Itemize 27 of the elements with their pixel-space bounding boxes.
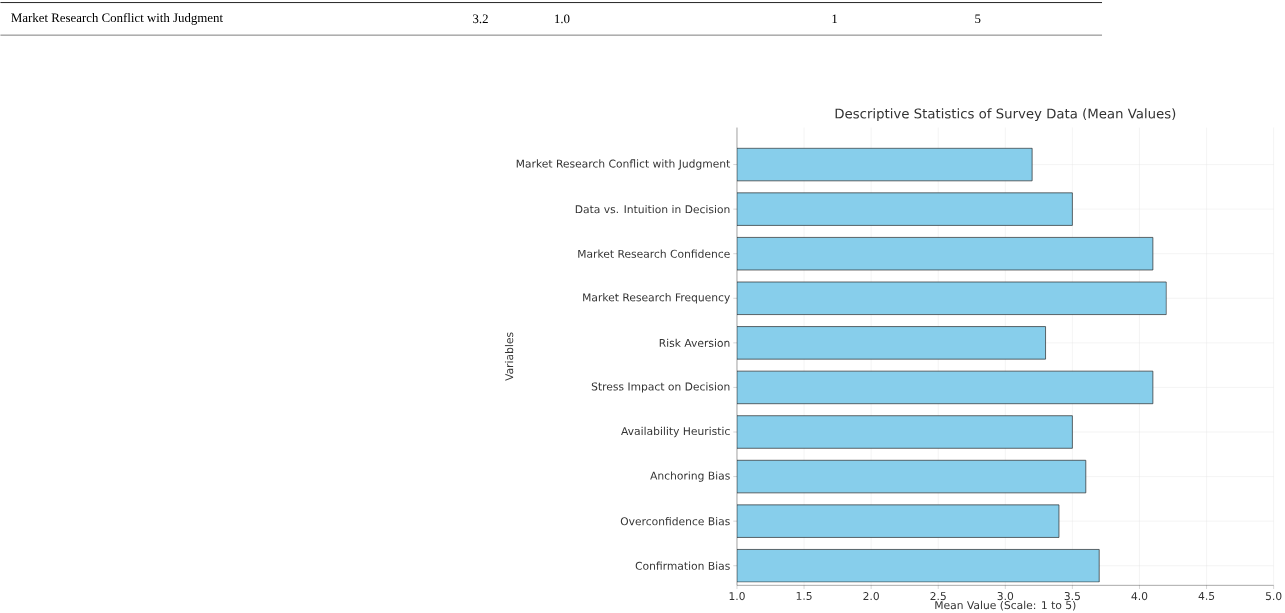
text: 1.0 [555, 14, 570, 24]
x-tick-label: 3.5 [1064, 591, 1080, 600]
x-tick-label: 2.0 [863, 591, 879, 600]
x-tick-label: 4.5 [1198, 591, 1215, 600]
text: Market Research Conflict with Judgment [11, 12, 223, 25]
x-tick-label: 2.5 [930, 591, 946, 600]
y-tick-label: Overconfidence Bias [620, 516, 730, 526]
x-tick-label: 5.0 [1265, 591, 1282, 600]
x-tick-label: 1.0 [729, 591, 745, 600]
y-tick-label: Anchoring Bias [650, 471, 730, 482]
chart-title: Descriptive Statistics of Survey Data (Mean Values) [835, 108, 1176, 121]
y-axis-title: Variables [504, 332, 514, 381]
text: 1 [832, 14, 837, 23]
text: 5 [975, 14, 981, 23]
x-axis-title: Mean Value (Scale: 1 to 5) [935, 600, 1076, 611]
y-tick-label: Market Research Conflict with Judgment [516, 159, 731, 170]
x-tick-label: 4.0 [1131, 591, 1148, 600]
y-tick-label: Market Research Frequency [583, 292, 730, 304]
y-tick-label: Confirmation Bias [635, 561, 730, 570]
y-tick-label: Risk Aversion [659, 338, 730, 347]
y-tick-label: Availability Heuristic [621, 426, 730, 438]
y-tick-label: Data vs. Intuition in Decision [575, 204, 730, 214]
x-tick-label: 3.0 [997, 591, 1014, 600]
text: 3.2 [473, 14, 488, 24]
y-tick-label: Stress Impact on Decision [591, 382, 730, 393]
y-tick-label: Market Research Confidence [578, 249, 730, 258]
x-tick-label: 1.5 [796, 591, 812, 600]
